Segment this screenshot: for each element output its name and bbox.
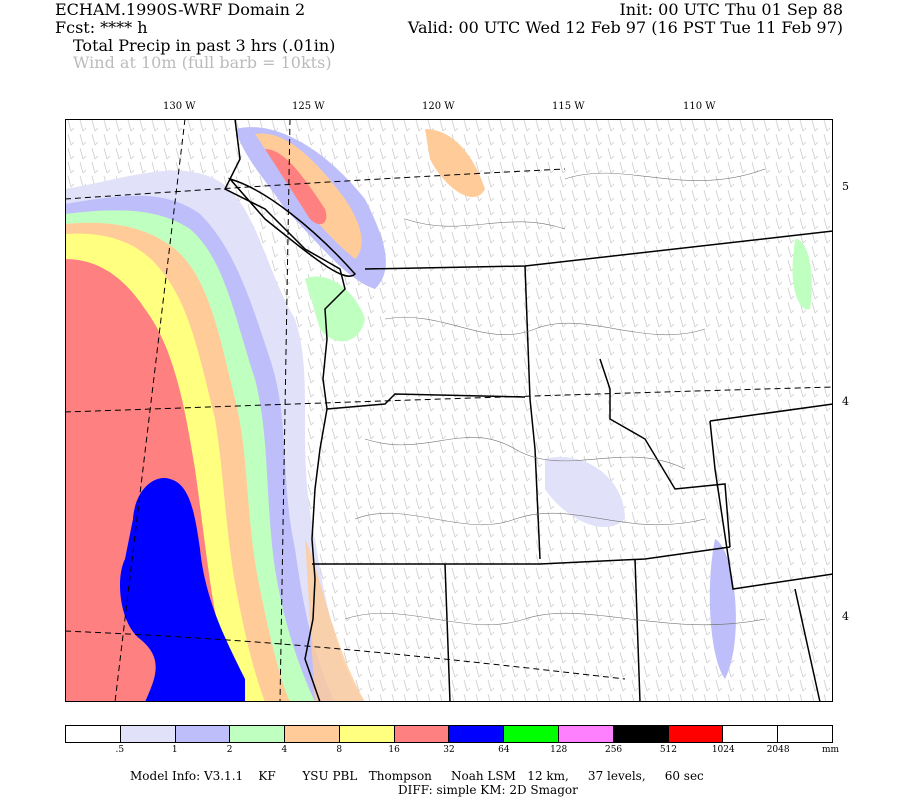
colorbar-label: 64 [498,745,510,755]
coastline-borders [223,119,833,702]
forecast-hour: Fcst: **** h [55,18,148,37]
colorbar-cell [66,726,121,742]
colorbar-label: 512 [659,745,678,755]
precip-land [235,127,812,679]
colorbar-cell [559,726,614,742]
colorbar-label: 1 [171,745,178,755]
colorbar-label: 256 [604,745,623,755]
lon-label: 130 W [163,101,196,112]
precip-map [65,119,833,702]
colorbar-label: 16 [388,745,400,755]
colorbar-label: 128 [550,745,568,755]
colorbar-cell [339,726,395,742]
colorbar-cell [778,726,832,742]
colorbar-cell [723,726,779,742]
map-frame [65,119,833,702]
valid-time: Valid: 00 UTC Wed 12 Feb 97 (16 PST Tue … [407,18,843,37]
init-time: Init: 00 UTC Thu 01 Sep 88 [619,0,843,19]
colorbar-label: 4 [281,745,288,755]
colorbar-label: .5 [115,745,125,755]
lat-label: 4 [842,395,849,408]
model-title: ECHAM.1990S-WRF Domain 2 [55,0,306,19]
lon-label: 110 W [683,101,716,112]
colorbar-cell [394,726,450,742]
diff-info: DIFF: simple KM: 2D Smagor [398,783,578,797]
lon-label: 115 W [552,101,585,112]
field-wind-label: Wind at 10m (full barb = 10kts) [73,53,332,72]
colorbar-unit: mm [822,745,840,755]
colorbar-cell [668,726,724,742]
precip-ocean [65,170,365,702]
contours [344,168,766,626]
colorbar-label: 2 [226,745,233,755]
colorbar-cell [449,726,505,742]
lon-label: 120 W [422,101,455,112]
graticule [65,119,833,702]
field-precip-label: Total Precip in past 3 hrs (.01in) [73,36,336,55]
colorbar-cell [230,726,286,742]
model-info: Model Info: V3.1.1 KF YSU PBL Thompson N… [130,769,704,783]
colorbar-label: 32 [443,745,455,755]
colorbar-cell [285,726,340,742]
colorbar-cell [120,726,176,742]
colorbar-cell [504,726,560,742]
lat-label: 5 [842,180,849,193]
lat-label: 4 [842,610,849,623]
colorbar-label: 8 [336,745,343,755]
colorbar-label: 2048 [766,745,790,755]
colorbar [65,725,833,743]
colorbar-label: 1024 [711,745,735,755]
lon-label: 125 W [292,101,325,112]
colorbar-cell [175,726,231,742]
colorbar-cell [613,726,669,742]
